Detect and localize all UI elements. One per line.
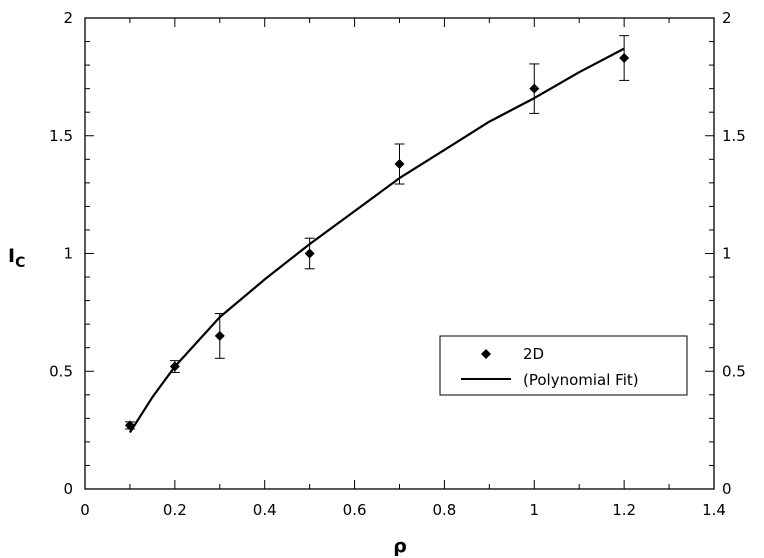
ticks: [84, 17, 715, 490]
x-tick-label: 1: [530, 501, 540, 519]
data-point: [304, 248, 315, 259]
tick-labels: 0 0.2 0.4 0.6 0.8 1 1.2 1.40 00.5 0.51 11.5 1.52 2: [49, 9, 746, 519]
y-tick-label-right: 1.5: [722, 127, 746, 145]
data-point: [169, 361, 180, 372]
y-tick-label-right: 2: [722, 9, 732, 27]
y-tick-label: 1.5: [49, 127, 73, 145]
plot-frame: [84, 17, 715, 490]
data-point: [124, 420, 135, 431]
x-tick-label: 1.2: [612, 501, 636, 519]
x-tick-label: 0.8: [432, 501, 456, 519]
legend-label-fit: (Polynomial Fit): [523, 371, 639, 389]
plot-area: [124, 35, 630, 434]
x-tick-label: 1.4: [702, 501, 726, 519]
y-tick-label: 1: [63, 245, 73, 263]
x-tick-label: 0.2: [163, 501, 187, 519]
x-axis-label: ρ: [393, 535, 407, 557]
y-tick-label-right: 1: [722, 245, 732, 263]
y-tick-label-right: 0.5: [722, 362, 746, 380]
x-tick-label: 0: [80, 501, 90, 519]
legend-box: [439, 335, 688, 396]
legend-label-2d: 2D: [523, 345, 544, 363]
x-tick-label: 0.6: [343, 501, 367, 519]
data-point: [529, 83, 540, 94]
legend: 2D (Polynomial Fit): [439, 335, 688, 396]
y-tick-label: 2: [63, 9, 73, 27]
y-axis-label-subscript: C: [15, 255, 25, 271]
data-point: [394, 159, 405, 170]
y-tick-label: 0: [63, 480, 73, 498]
legend-marker-2d: [481, 349, 491, 359]
y-tick-label: 0.5: [49, 362, 73, 380]
y-tick-label-right: 0: [722, 480, 732, 498]
y-axis-label: IC: [8, 245, 25, 271]
data-point: [619, 53, 630, 64]
data-point: [214, 330, 225, 341]
y-axis-label-main: I: [8, 245, 15, 267]
x-tick-label: 0.4: [253, 501, 277, 519]
